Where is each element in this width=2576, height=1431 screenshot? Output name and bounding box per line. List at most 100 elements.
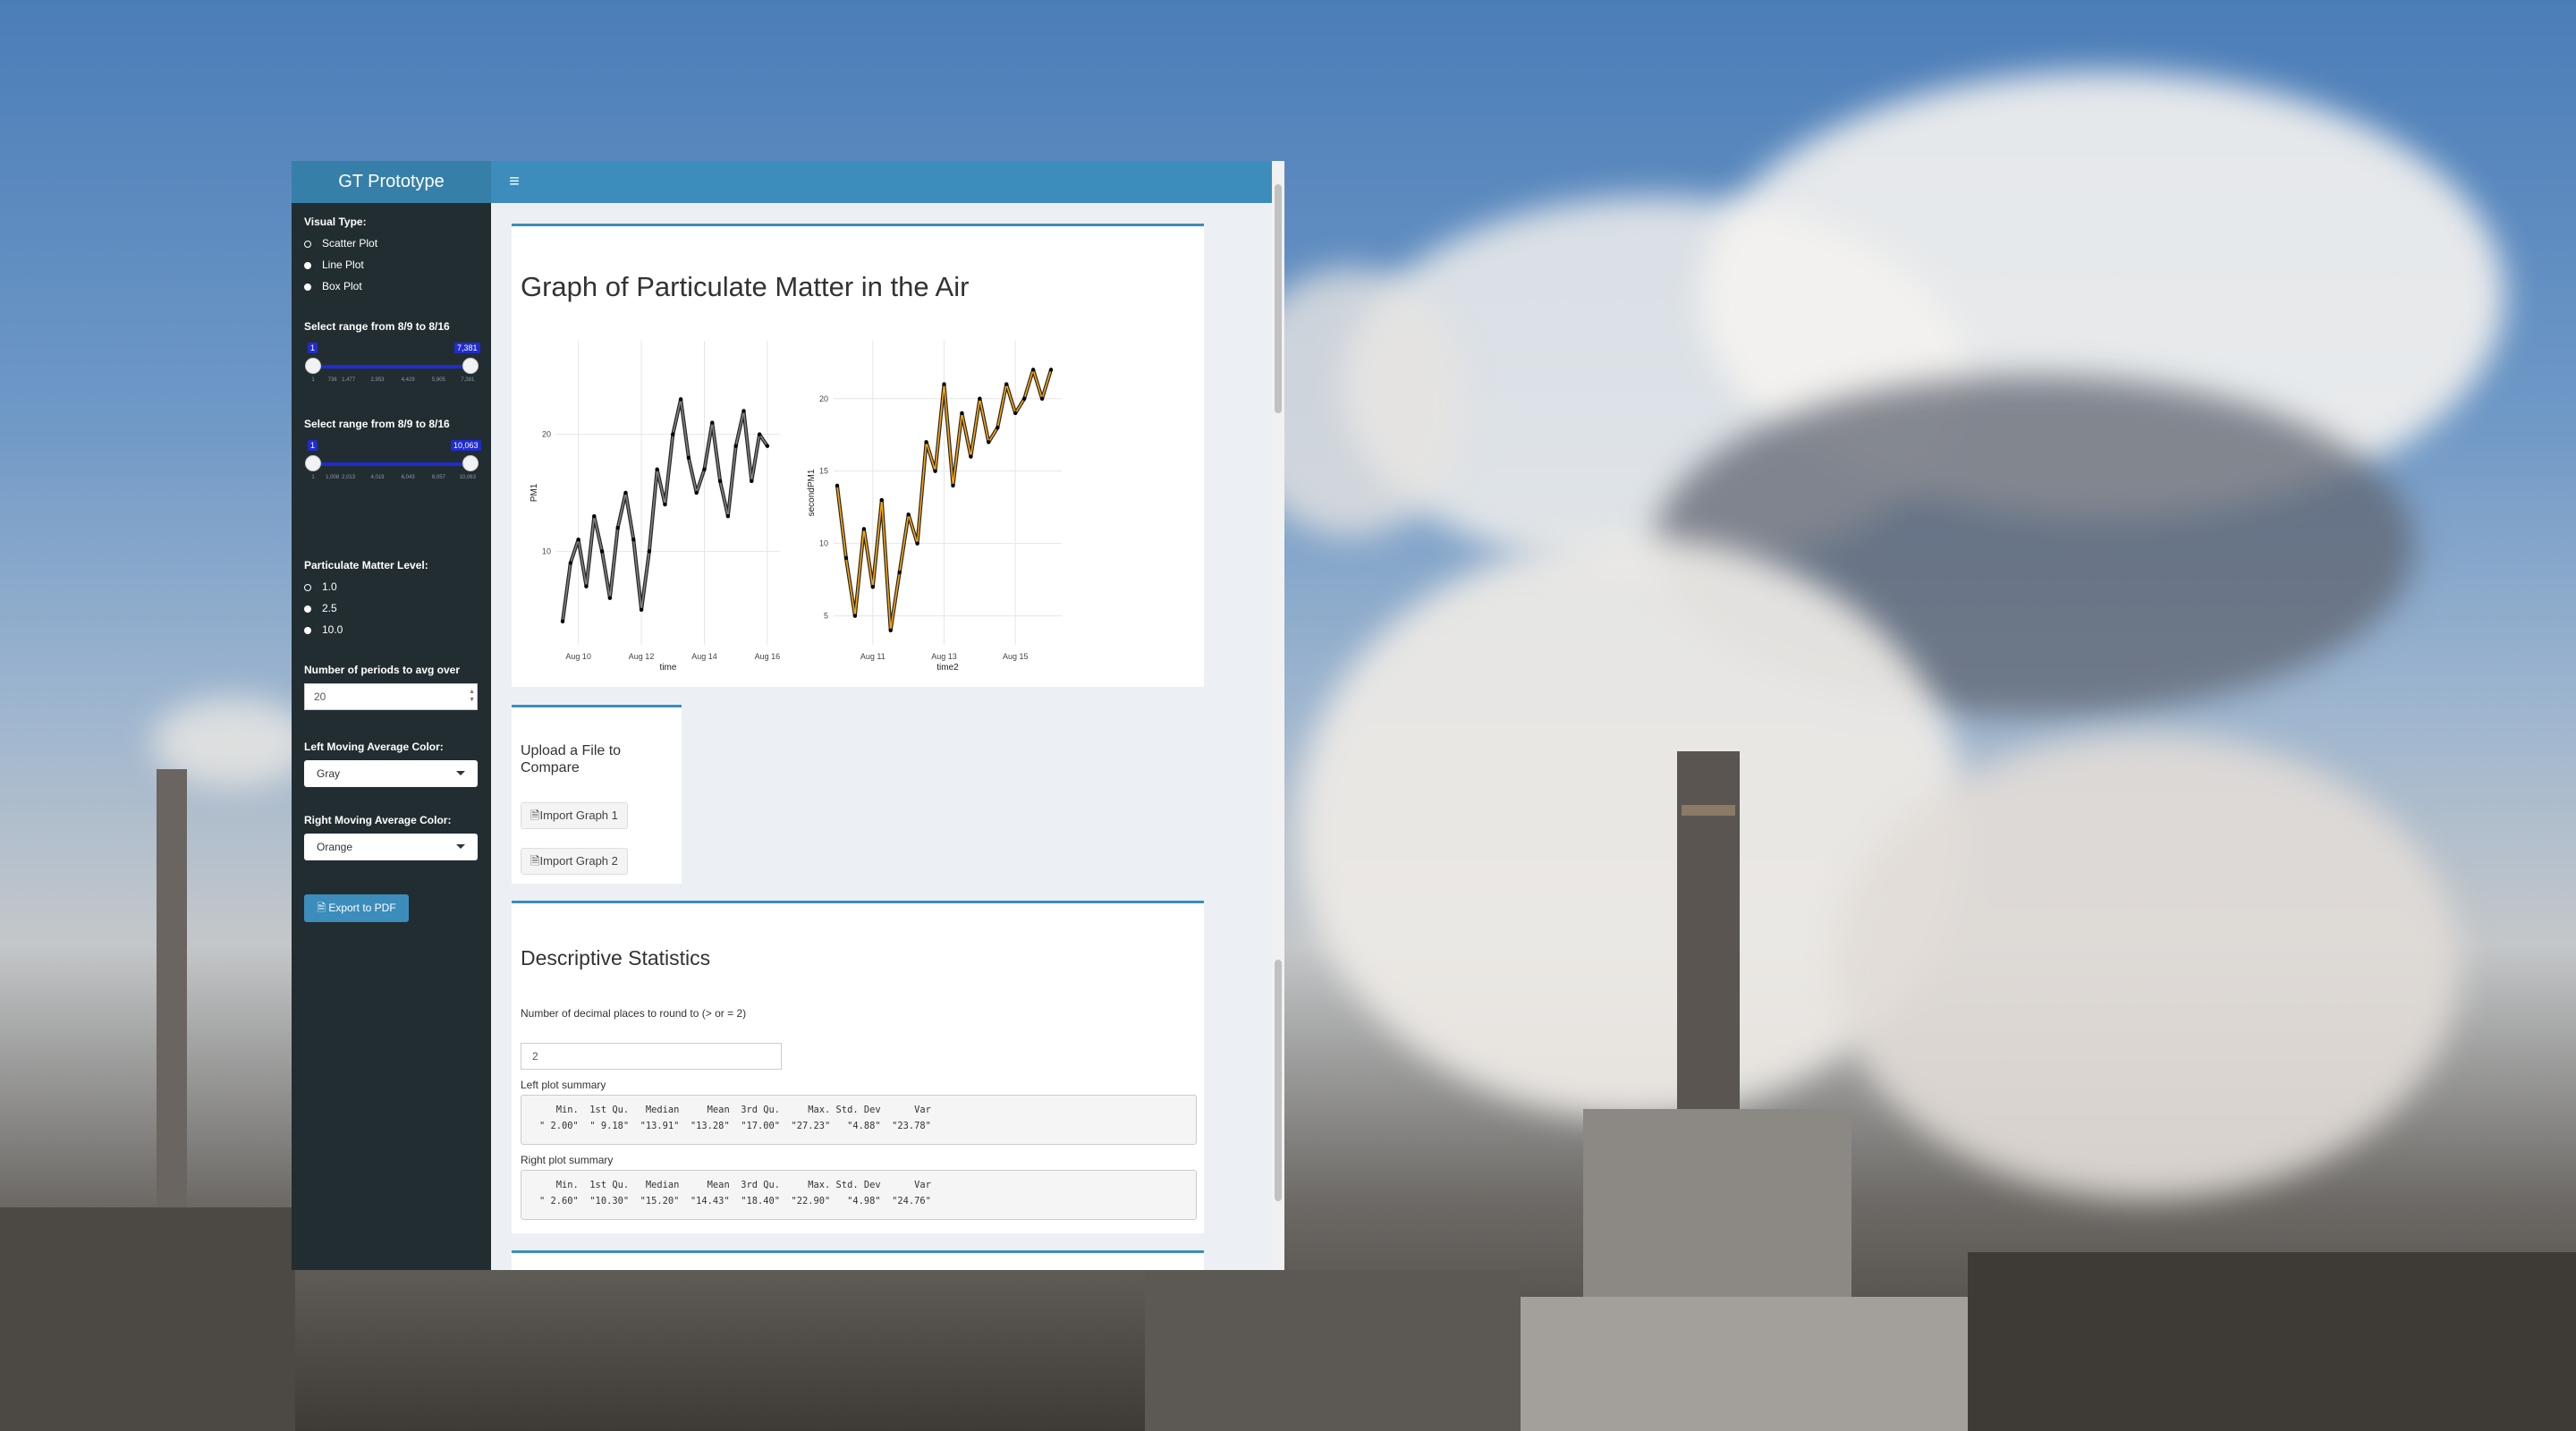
file-pdf-icon: 🗎	[317, 902, 326, 914]
data-point	[686, 455, 691, 460]
slider-tick: 1	[311, 475, 315, 480]
file-icon: 🗎	[530, 854, 540, 868]
left-color-label: Left Moving Average Color:	[304, 741, 444, 753]
import-graph-2-button[interactable]: 🗎Import Graph 2	[521, 848, 628, 875]
right-color-label: Right Moving Average Color:	[304, 814, 452, 826]
data-point	[1039, 396, 1045, 401]
data-point	[915, 541, 919, 546]
import-graph-1-button[interactable]: 🗎Import Graph 1	[521, 802, 628, 829]
import-graph-1-label: Import Graph 1	[539, 809, 618, 822]
y-tick-label: 20	[819, 394, 828, 403]
decimal-places-value: 2	[532, 1050, 538, 1063]
data-point	[987, 440, 991, 445]
data-point	[615, 526, 620, 530]
periods-label: Number of periods to avg over	[304, 664, 461, 676]
descriptive-statistics-box: Descriptive Statistics Number of decimal…	[512, 901, 1204, 1233]
stepper-arrows-icon[interactable]: ▲ ▼	[469, 689, 475, 703]
data-point	[623, 490, 628, 495]
data-point	[1048, 368, 1054, 372]
left-color-value: Gray	[317, 767, 341, 780]
data-point	[663, 502, 667, 507]
left-summary-label: Left plot summary	[521, 1079, 606, 1091]
range-slider-2[interactable]: 1 10,063 1 1,008 2,013 4,019 6,043 8,057…	[304, 439, 481, 500]
x-tick-label: Aug 13	[931, 652, 957, 661]
x-tick-label: Aug 12	[629, 652, 655, 661]
summary-values: " 2.00" " 9.18" "13.91" "13.28" "17.00" …	[539, 1121, 931, 1131]
data-point	[639, 607, 644, 612]
data-point	[702, 467, 707, 472]
radio-button[interactable]	[304, 241, 311, 248]
data-point	[592, 513, 597, 519]
slider-handle-max[interactable]	[462, 455, 479, 471]
data-point	[599, 549, 605, 554]
data-point	[951, 483, 955, 488]
data-point	[852, 614, 858, 618]
data-point	[560, 619, 565, 624]
slider-tick: 2,953	[370, 377, 385, 383]
data-point	[960, 411, 964, 416]
data-point	[765, 444, 770, 448]
radio-label: 2.5	[322, 602, 337, 614]
slider-tick: 6,043	[401, 475, 415, 480]
data-point	[870, 585, 876, 589]
scrollbar-thumb-lower[interactable]	[1275, 960, 1282, 1201]
file-icon: 🗎	[530, 809, 540, 822]
summary-values: " 2.60" "10.30" "15.20" "14.43" "18.40" …	[539, 1196, 931, 1207]
data-point	[631, 538, 636, 542]
range-slider-1[interactable]: 1 7,381 1 738 1,477 2,953 4,429 5,905 7,…	[304, 342, 481, 402]
x-axis-label: time	[660, 663, 677, 673]
slider-track[interactable]	[313, 365, 470, 368]
radio-button[interactable]	[304, 627, 311, 634]
radio-button-selected[interactable]	[304, 605, 311, 613]
app-window: GT Prototype ≡ Visual Type: Scatter Plot…	[292, 161, 1284, 1270]
y-axis-label: PM1	[530, 483, 539, 502]
slider-tick: 1,008	[326, 475, 340, 480]
range1-label: Select range from 8/9 to 8/16	[304, 320, 450, 333]
right-color-select[interactable]: Orange	[304, 834, 478, 860]
slider-tick: 1	[311, 377, 315, 383]
x-tick-label: Aug 16	[755, 652, 781, 661]
slider-max-value: 7,381	[454, 343, 480, 353]
graph-title: Graph of Particulate Matter in the Air	[521, 271, 970, 302]
stats-title: Descriptive Statistics	[521, 946, 711, 970]
slider-handle-min[interactable]	[305, 358, 321, 374]
data-point	[725, 513, 731, 519]
slider-max-value: 10,063	[451, 440, 481, 451]
export-pdf-button[interactable]: 🗎 Export to PDF	[304, 894, 409, 922]
data-point	[1013, 411, 1018, 416]
radio-button[interactable]	[304, 584, 311, 591]
y-tick-label: 10	[819, 539, 828, 548]
decimal-places-input[interactable]: 2	[521, 1043, 782, 1070]
x-tick-label: Aug 11	[860, 652, 886, 661]
slider-tick: 4,429	[401, 377, 415, 383]
next-box	[512, 1250, 1204, 1270]
right-summary-output: Min. 1st Qu. Median Mean 3rd Qu. Max. St…	[521, 1170, 1197, 1220]
decimal-places-label: Number of decimal places to round to (> …	[521, 1007, 747, 1020]
app-title[interactable]: GT Prototype	[292, 161, 491, 203]
periods-input[interactable]: 20 ▲ ▼	[304, 683, 478, 710]
hamburger-icon[interactable]: ≡	[509, 172, 520, 191]
left-color-select[interactable]: Gray	[304, 760, 478, 787]
slider-track[interactable]	[313, 462, 470, 466]
scrollbar-thumb[interactable]	[1275, 184, 1282, 413]
radio-button[interactable]	[304, 284, 311, 291]
slider-tick: 7,381	[461, 377, 475, 383]
data-point	[576, 538, 580, 542]
slider-handle-max[interactable]	[462, 358, 479, 374]
slider-tick: 2,013	[342, 475, 356, 480]
app-header: GT Prototype ≡	[292, 161, 1284, 203]
radio-button-selected[interactable]	[304, 262, 311, 269]
slider-tick: 1,477	[342, 377, 356, 383]
radio-label: Box Plot	[322, 280, 362, 292]
data-point	[671, 432, 675, 436]
data-point	[741, 409, 746, 413]
y-tick-label: 5	[824, 612, 828, 621]
data-point	[750, 478, 754, 484]
y-axis-label: secondPM1	[807, 469, 817, 516]
slider-handle-min[interactable]	[305, 455, 321, 471]
visual-type-label: Visual Type:	[304, 216, 367, 228]
y-tick-label: 15	[819, 467, 828, 476]
data-point	[906, 512, 911, 517]
radio-label: 10.0	[322, 623, 343, 636]
graph-box: Graph of Particulate Matter in the Air 1…	[512, 224, 1204, 687]
